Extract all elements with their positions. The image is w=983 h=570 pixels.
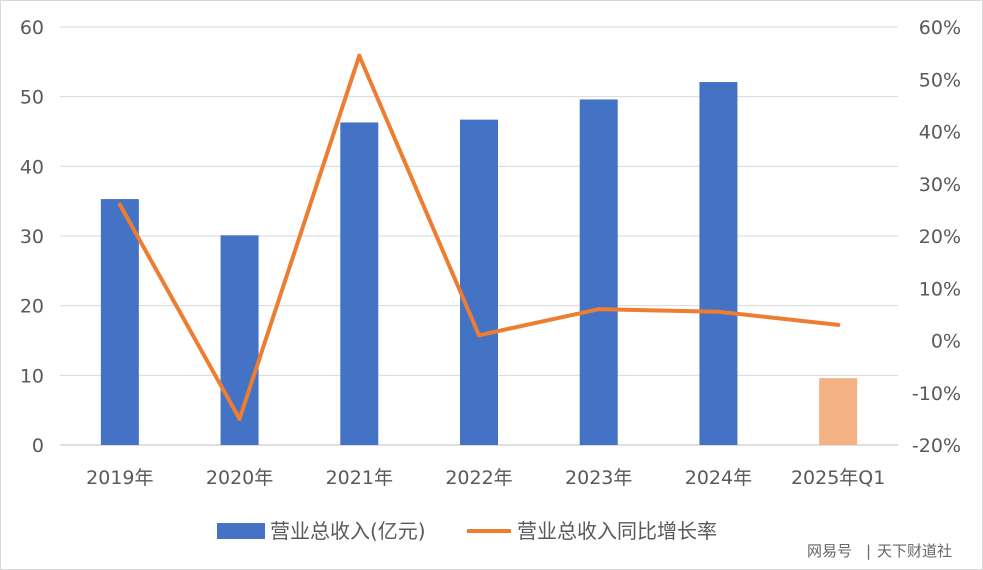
revenue-bar bbox=[579, 99, 618, 445]
legend-bar-label: 营业总收入(亿元) bbox=[270, 519, 426, 543]
legend: 营业总收入(亿元) 营业总收入同比增长率 bbox=[217, 519, 717, 543]
bar-series bbox=[100, 82, 858, 446]
left-tick-label: 50 bbox=[20, 87, 44, 109]
x-tick-label: 2022年 bbox=[445, 467, 512, 489]
right-tick-label: -10% bbox=[912, 383, 961, 405]
growth-rate-point bbox=[596, 307, 601, 312]
watermark-separator: | bbox=[866, 542, 871, 560]
right-axis-ticks: 60% 50% 40% 30% 20% 10% 0% -10% -20% bbox=[912, 17, 961, 457]
right-tick-label: -20% bbox=[912, 435, 961, 457]
growth-rate-point bbox=[836, 322, 841, 327]
revenue-bar bbox=[699, 82, 738, 445]
growth-rate-point bbox=[357, 53, 362, 58]
left-tick-label: 0 bbox=[32, 435, 44, 457]
watermark-source: 网易号 bbox=[807, 542, 852, 560]
growth-rate-point bbox=[716, 309, 721, 314]
right-tick-label: 20% bbox=[919, 226, 961, 248]
growth-rate-point bbox=[237, 416, 242, 421]
left-tick-label: 10 bbox=[20, 365, 44, 387]
right-tick-label: 50% bbox=[919, 69, 961, 91]
watermark-author: 天下财道社 bbox=[877, 542, 952, 560]
left-tick-label: 20 bbox=[20, 296, 44, 318]
left-axis-ticks: 60 50 40 30 20 10 0 bbox=[20, 17, 44, 457]
x-tick-label: 2024年 bbox=[685, 467, 752, 489]
right-tick-label: 0% bbox=[931, 331, 961, 353]
watermark: 网易号 | 天下财道社 bbox=[807, 542, 952, 560]
revenue-bar bbox=[819, 378, 858, 445]
left-tick-label: 30 bbox=[20, 226, 44, 248]
right-tick-label: 60% bbox=[919, 17, 961, 39]
left-tick-label: 60 bbox=[20, 17, 44, 39]
revenue-bar bbox=[100, 199, 139, 445]
x-tick-label: 2021年 bbox=[326, 467, 393, 489]
left-tick-label: 40 bbox=[20, 156, 44, 178]
revenue-bar bbox=[460, 119, 498, 445]
right-tick-label: 10% bbox=[919, 278, 961, 300]
x-axis-ticks: 2019年 2020年 2021年 2022年 2023年 2024年 2025年Q1 bbox=[86, 467, 885, 489]
growth-rate-point bbox=[477, 333, 481, 338]
revenue-bar bbox=[340, 122, 379, 446]
legend-line-label: 营业总收入同比增长率 bbox=[517, 519, 717, 543]
right-tick-label: 30% bbox=[919, 174, 961, 196]
growth-rate-point bbox=[117, 202, 122, 207]
x-tick-label: 2020年 bbox=[206, 467, 273, 489]
line-series bbox=[117, 53, 841, 421]
x-tick-label: 2025年Q1 bbox=[791, 467, 885, 489]
right-tick-label: 40% bbox=[919, 122, 961, 144]
legend-bar-swatch bbox=[217, 523, 265, 539]
revenue-bar bbox=[220, 235, 259, 445]
x-tick-label: 2023年 bbox=[565, 467, 632, 489]
x-tick-label: 2019年 bbox=[86, 467, 153, 489]
